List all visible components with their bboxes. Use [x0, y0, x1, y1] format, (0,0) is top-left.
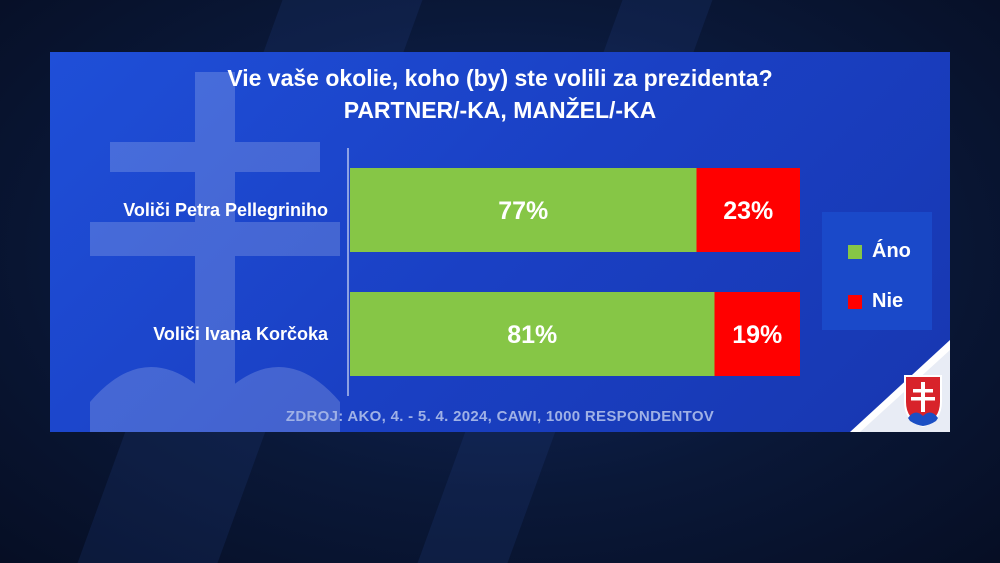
bar-chart: Voliči Petra Pellegriniho 77% 23% Voliči Iv…: [123, 148, 800, 396]
source-note: ZDROJ: AKO, 4. - 5. 4. 2024, CAWI, 1000 …: [285, 408, 715, 425]
chart-title: Vie vaše okolie, koho (by) ste volili za…: [227, 65, 773, 91]
legend: Áno Nie: [822, 212, 932, 330]
bar-segment-ano: [350, 168, 697, 252]
bar-segment-ano: [350, 292, 715, 376]
legend-item-nie: Nie: [848, 290, 903, 313]
category-label: Voliči Ivana Korčoka: [153, 324, 329, 344]
bar-segment-nie: [696, 168, 800, 252]
data-label: 23%: [723, 197, 773, 225]
legend-item-ano: Áno: [848, 240, 911, 263]
category-label: Voliči Petra Pellegriniho: [123, 200, 328, 220]
cross-watermark-icon: [90, 72, 340, 432]
bar-segment-nie: [714, 292, 800, 376]
legend-swatch-ano: [848, 244, 862, 259]
legend-label-nie: Nie: [872, 290, 904, 312]
legend-swatch-nie: [848, 294, 862, 309]
corner-flag: [850, 340, 950, 432]
chart-panel: Vie vaše okolie, koho (by) ste volili za…: [50, 52, 950, 432]
chart-subtitle: PARTNER/-KA, MANŽEL/-KA: [343, 97, 657, 123]
data-label: 81%: [507, 321, 557, 349]
data-label: 77%: [498, 197, 548, 225]
slovak-coat-of-arms-icon: [904, 375, 942, 428]
data-label: 19%: [732, 321, 782, 349]
legend-label-ano: Áno: [872, 240, 911, 262]
